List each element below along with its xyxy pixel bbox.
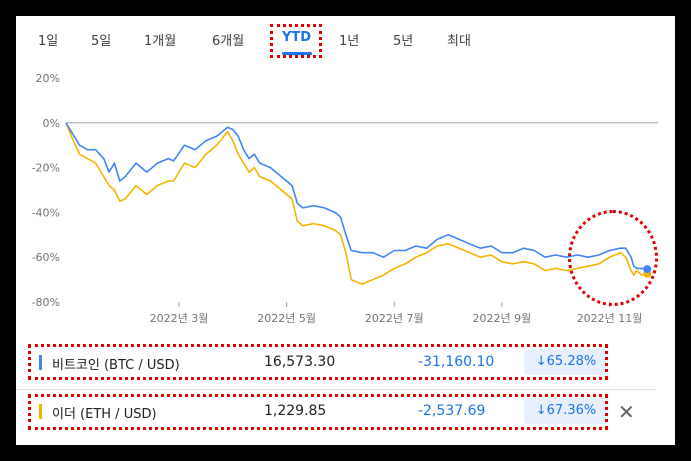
y-tick-label: -60%	[32, 251, 60, 264]
comparison-card: 1일 5일 1개월 6개월 YTD 1년 5년 최대 20% 0% -20% -40%…	[16, 16, 675, 445]
asset-change: -31,160.10	[418, 354, 495, 370]
y-axis: 20% 0% -20% -40% -60% -80%	[32, 72, 658, 309]
range-tabs: 1일 5일 1개월 6개월 YTD 1년 5년 최대	[16, 16, 675, 56]
series-line-eth	[65, 122, 648, 285]
y-tick-label: -80%	[32, 296, 60, 309]
active-tab-indicator	[282, 52, 312, 55]
series-line-btc	[65, 122, 648, 270]
series-color-swatch	[39, 404, 42, 419]
price-chart: 20%0%-20%-40%-60%-80% 2022년 3월 2022년 5월 20…	[32, 72, 658, 325]
tab-5y[interactable]: 5년	[393, 34, 414, 49]
close-icon[interactable]: ✕	[618, 400, 635, 424]
tab-ytd[interactable]: YTD	[282, 30, 312, 45]
tab-1m[interactable]: 1개월	[144, 34, 177, 49]
y-tick-label: 0%	[43, 117, 60, 130]
asset-price: 16,573.30	[264, 354, 336, 370]
x-tick-label: 2022년 3월	[150, 312, 209, 325]
asset-name: 비트코인 (BTC / USD)	[52, 358, 180, 373]
series-color-swatch	[39, 355, 42, 370]
x-tick-label: 2022년 7월	[365, 312, 424, 325]
x-axis: 2022년 3월 2022년 5월 2022년 7월 2022년 9월 2022년 11…	[150, 302, 643, 325]
x-tick-label: 2022년 9월	[473, 312, 532, 325]
x-tick-label: 2022년 5월	[257, 312, 316, 325]
series-endpoint-btc	[643, 265, 652, 274]
asset-change: -2,537.69	[418, 403, 486, 419]
y-tick-label: -40%	[32, 206, 60, 219]
asset-percent-badge: ↓67.36%	[524, 398, 608, 424]
asset-price: 1,229.85	[264, 403, 327, 419]
tab-5d[interactable]: 5일	[91, 34, 112, 49]
asset-row-btc[interactable]: 비트코인 (BTC / USD) 16,573.30 -31,160.10 ↓6…	[28, 346, 658, 378]
y-tick-label: -20%	[32, 162, 60, 175]
x-tick-label: 2022년 11월	[577, 312, 643, 325]
row-divider	[16, 389, 656, 390]
series-lines	[65, 122, 652, 285]
tab-6m[interactable]: 6개월	[212, 34, 245, 49]
asset-percent-badge: ↓65.28%	[524, 349, 608, 375]
tab-1y[interactable]: 1년	[339, 34, 360, 49]
tab-1d[interactable]: 1일	[38, 34, 59, 49]
y-tick-label: 20%	[36, 72, 60, 85]
asset-row-eth[interactable]: 이더 (ETH / USD) 1,229.85 -2,537.69 ↓67.36…	[28, 395, 658, 427]
tab-max[interactable]: 최대	[447, 34, 471, 49]
asset-name: 이더 (ETH / USD)	[52, 407, 157, 422]
